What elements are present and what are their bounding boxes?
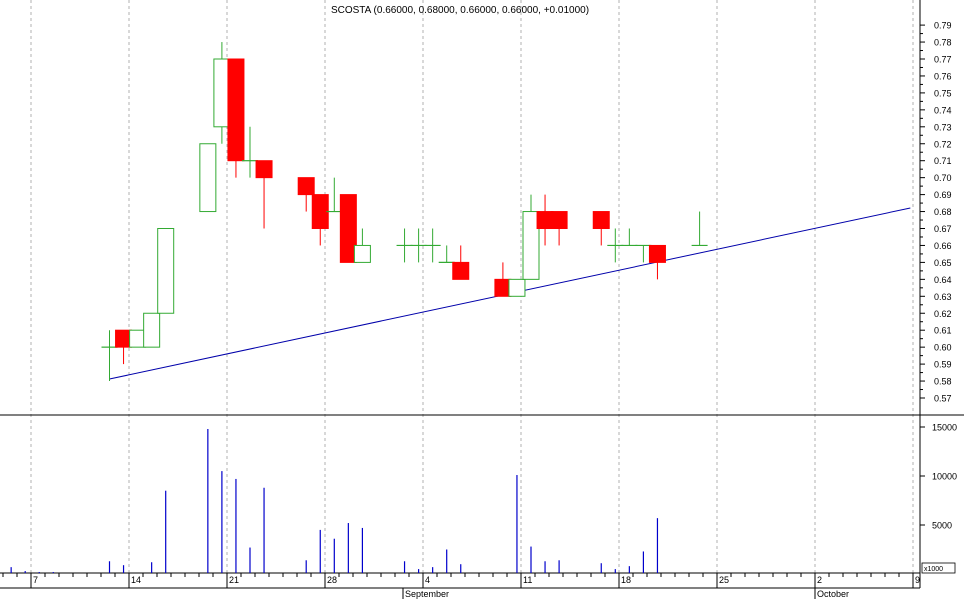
candle-body [227,58,245,162]
price-tick-label: 0.71 [934,156,952,166]
candle-body [550,211,568,230]
price-tick-label: 0.63 [934,292,952,302]
volume-unit-label: x1000 [924,566,943,573]
candle-body [157,228,175,314]
x-tick-label: 4 [425,575,430,585]
x-tick-label: 28 [327,575,337,585]
candle [101,330,118,382]
price-tick-label: 0.79 [934,21,952,31]
candle [199,143,217,213]
candle-body [353,244,371,263]
candle [607,228,624,263]
candlesticks [101,42,708,382]
candle [635,244,652,263]
price-tick-label: 0.64 [934,275,952,285]
candle [648,244,666,280]
candle [311,194,329,246]
candle-body [199,143,217,213]
candle-body [648,244,666,263]
candle [438,245,455,263]
price-tick-label: 0.76 [934,71,952,81]
price-tick-label: 0.65 [934,258,952,268]
candle [339,194,357,263]
chart-title: SCOSTA (0.66000, 0.68000, 0.66000, 0.660… [331,5,589,16]
month-label: September [405,589,449,599]
candle [550,211,568,246]
volume-bars [10,428,659,573]
candle-body [508,278,526,297]
candle-body [522,211,540,280]
x-tick-label: 9 [915,575,920,585]
price-tick-label: 0.75 [934,88,952,98]
x-tick-label: 18 [621,575,631,585]
candle [297,177,315,212]
price-tick-label: 0.77 [934,55,952,65]
volume-axis: 5000 10000 15000 [920,423,957,574]
price-tick-label: 0.60 [934,343,952,353]
candle [129,329,147,348]
candle [353,228,371,263]
candle [452,245,470,280]
candle [255,160,273,229]
candle [157,228,175,314]
price-tick-label: 0.74 [934,105,952,115]
candle-body [297,177,315,196]
x-tick-label: 11 [523,575,532,585]
candle [522,194,540,280]
price-tick-label: 0.57 [934,394,952,404]
candle [621,228,638,247]
candle [410,228,427,263]
price-tick-label: 0.68 [934,207,952,217]
candle [242,126,258,178]
candle [424,228,441,263]
price-tick-label: 0.62 [934,309,952,319]
volume-tick-label: 10000 [932,472,957,482]
price-tick-label: 0.59 [934,360,952,370]
candle-body [311,194,329,230]
candle-body [143,312,161,348]
price-tick-label: 0.61 [934,326,952,336]
price-tick-label: 0.66 [934,241,952,251]
price-tick-label: 0.67 [934,224,952,234]
price-axis: 0.57 0.58 0.59 0.60 0.61 0.62 0.63 0.64 0.65 0.66… [920,21,952,404]
x-axis: 7 14 21 28 4 11 18 25 2 9 September October [2,573,920,599]
candle-body [592,211,610,230]
price-tick-label: 0.73 [934,122,952,132]
volume-tick-label: 5000 [932,521,952,531]
month-label: October [817,589,849,599]
x-tick-label: 2 [817,575,822,585]
price-tick-label: 0.78 [934,38,952,48]
candle [691,211,708,247]
candle [592,211,610,246]
candle [326,177,343,213]
candle-body [255,160,273,179]
x-tick-label: 14 [131,575,141,585]
price-tick-label: 0.58 [934,377,952,387]
volume-tick-label: 15000 [932,423,957,433]
volume-unit-box [921,562,956,574]
x-tick-label: 7 [33,575,38,585]
price-tick-label: 0.72 [934,139,952,149]
candle [143,312,161,348]
price-tick-label: 0.70 [934,173,952,183]
candle [396,228,413,263]
x-tick-label: 25 [719,575,729,585]
x-tick-label: 21 [229,575,239,585]
candle-body [339,194,357,263]
candle [227,58,245,178]
candle-body [452,261,470,280]
candle [508,278,526,297]
price-tick-label: 0.69 [934,190,952,200]
